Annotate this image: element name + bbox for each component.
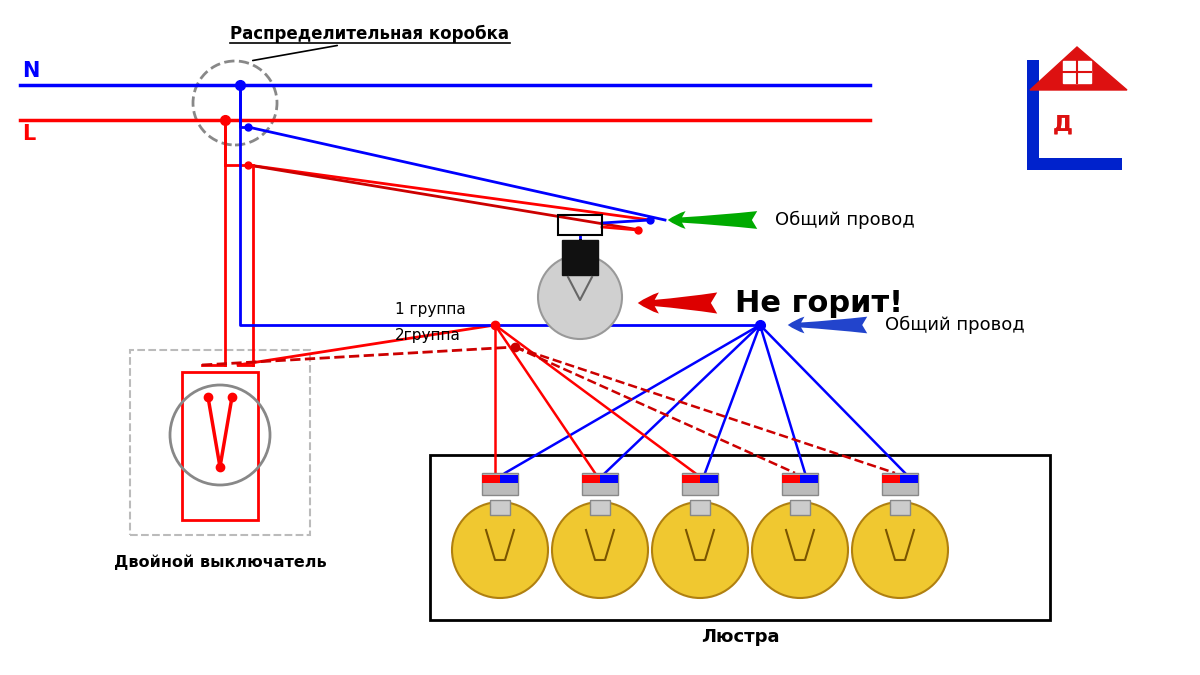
Bar <box>882 475 900 483</box>
Text: Р: Р <box>1094 115 1111 135</box>
Text: Двойной выключатель: Двойной выключатель <box>114 555 326 570</box>
Bar <box>1027 158 1122 170</box>
Bar <box>482 475 500 483</box>
Bar <box>482 473 518 495</box>
Text: N: N <box>22 61 40 81</box>
Bar <box>882 473 918 495</box>
Bar <box>900 475 918 483</box>
Bar <box>700 475 718 483</box>
Bar <box>682 473 718 495</box>
Bar <box>582 473 618 495</box>
Bar <box>690 500 710 515</box>
Text: Д: Д <box>1054 115 1073 135</box>
Text: Общий провод: Общий провод <box>775 211 914 229</box>
Bar <box>890 500 910 515</box>
Bar <box>782 473 818 495</box>
Circle shape <box>538 255 622 339</box>
Text: Д: Д <box>1054 115 1073 135</box>
Bar <box>562 240 598 275</box>
Text: L: L <box>22 124 35 144</box>
Bar <box>682 475 700 483</box>
Text: 1 группа: 1 группа <box>395 302 466 317</box>
Bar <box>590 500 610 515</box>
Circle shape <box>552 502 648 598</box>
Text: Общий провод: Общий провод <box>886 316 1025 334</box>
Bar <box>430 455 1050 620</box>
Text: Люстра: Люстра <box>701 628 779 646</box>
Bar <box>800 475 818 483</box>
Circle shape <box>652 502 748 598</box>
Text: Распределительная коробка: Распределительная коробка <box>230 25 510 43</box>
Bar <box>182 372 258 520</box>
Text: 2группа: 2группа <box>395 328 461 343</box>
Bar <box>490 500 510 515</box>
Bar <box>1027 92 1122 167</box>
Bar <box>500 475 518 483</box>
Bar <box>782 475 800 483</box>
Circle shape <box>852 502 948 598</box>
Text: Р: Р <box>1094 115 1111 135</box>
Bar <box>1063 61 1091 83</box>
Bar <box>790 500 810 515</box>
Bar <box>1027 60 1039 170</box>
Bar <box>582 475 600 483</box>
Circle shape <box>752 502 848 598</box>
Text: Не горит!: Не горит! <box>734 288 904 317</box>
Bar <box>600 475 618 483</box>
Bar <box>558 215 602 235</box>
Bar <box>1027 92 1122 167</box>
Circle shape <box>452 502 548 598</box>
Polygon shape <box>1030 47 1127 90</box>
